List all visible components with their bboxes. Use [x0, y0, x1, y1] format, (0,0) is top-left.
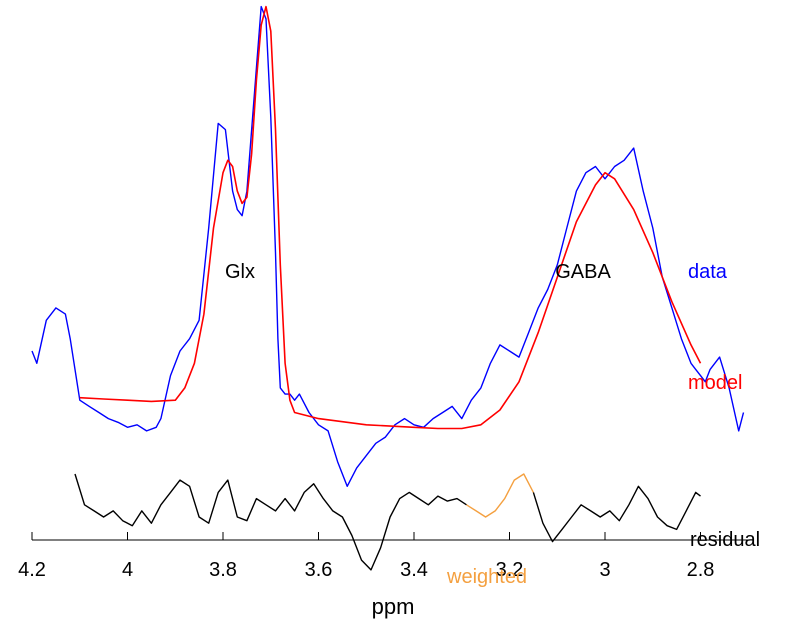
x-tick-label: 4	[122, 559, 133, 581]
x-tick-label: 3	[599, 559, 610, 581]
plot-lines	[31, 5, 745, 571]
series-line-residual-tail	[532, 485, 701, 543]
x-axis-ticks: 4.2 4 3.8 3.6 3.4 3.2 3 2.8	[18, 532, 714, 581]
peak-label-glx: Glx	[225, 261, 255, 283]
x-tick-label: 3.8	[209, 559, 237, 581]
x-tick-label: 3.6	[305, 559, 333, 581]
series-line-data	[31, 5, 745, 487]
series-line-residual	[74, 473, 467, 571]
annotations: Glx GABA data model residual weighted	[225, 261, 760, 588]
x-tick-label: 4.2	[18, 559, 46, 581]
peak-label-gaba: GABA	[555, 261, 611, 283]
legend-model: model	[688, 372, 742, 394]
series-line-model	[79, 5, 702, 430]
legend-residual: residual	[690, 529, 760, 551]
x-tick-label: 2.8	[687, 559, 715, 581]
x-axis-title: ppm	[372, 594, 415, 619]
x-tick-label: 3.4	[400, 559, 428, 581]
x-tick-label: 3.2	[496, 559, 524, 581]
series-line-weighted	[466, 473, 535, 518]
legend-data: data	[688, 261, 728, 283]
legend-weighted: weighted	[446, 566, 527, 588]
